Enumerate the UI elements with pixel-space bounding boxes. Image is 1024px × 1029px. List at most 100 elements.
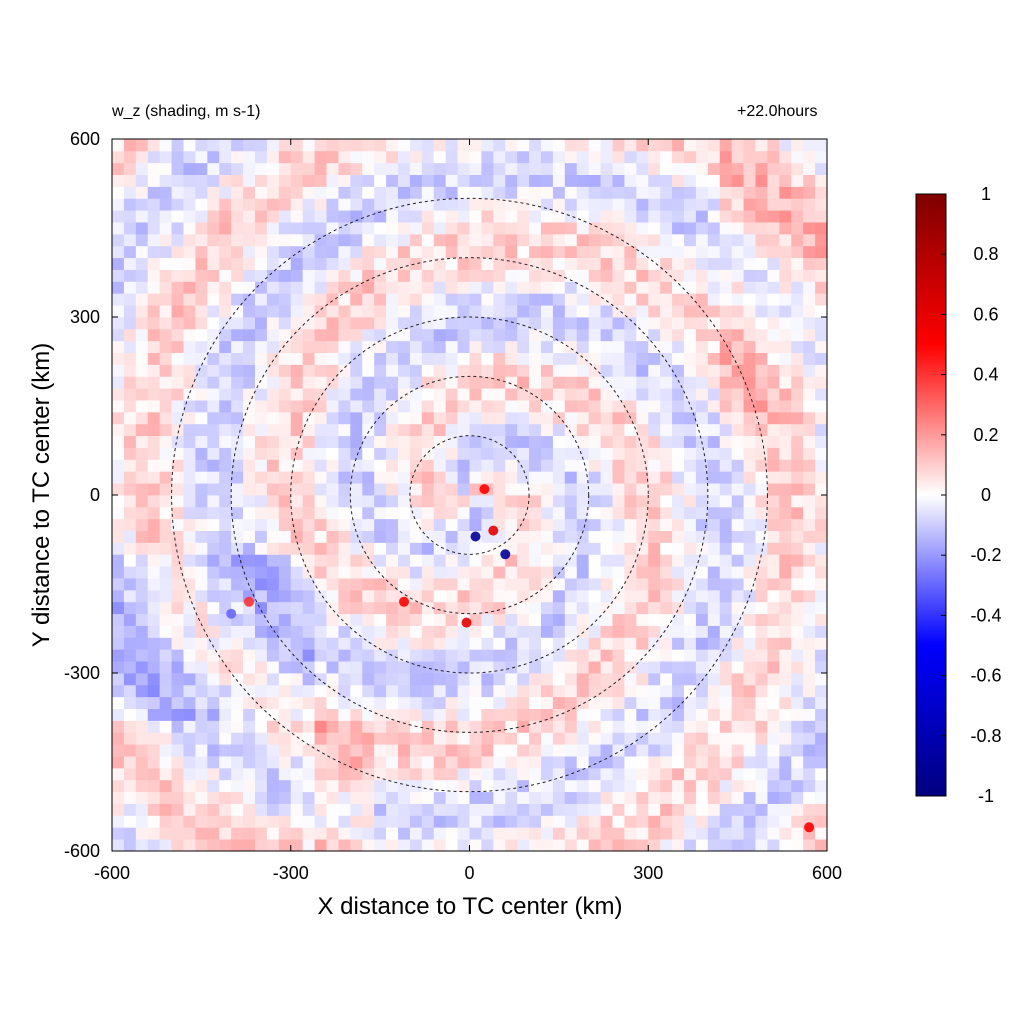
heatmap-cell [505, 352, 518, 365]
heatmap-cell [803, 613, 816, 626]
heatmap-cell [314, 613, 327, 626]
heatmap-cell [684, 459, 697, 472]
heatmap-cell [290, 744, 304, 757]
heatmap-cell [469, 471, 482, 484]
heatmap-cell [147, 411, 161, 425]
heatmap-cell [195, 601, 208, 615]
heatmap-cell [243, 305, 256, 318]
heatmap-cell [481, 554, 494, 567]
heatmap-cell [231, 518, 244, 531]
heatmap-cell [731, 506, 744, 520]
heatmap-cell [815, 293, 828, 306]
heatmap-cell [505, 696, 518, 709]
heatmap-cell [624, 839, 637, 852]
heatmap-cell [374, 186, 387, 199]
heatmap-cell [529, 222, 542, 235]
heatmap-cell [684, 566, 697, 579]
heatmap-cell [648, 518, 661, 531]
heatmap-cell [362, 471, 375, 484]
heatmap-cell [243, 162, 256, 175]
heatmap-cell [600, 364, 613, 377]
heatmap-cell [481, 245, 494, 259]
heatmap-cell [612, 174, 625, 187]
heatmap-cell [505, 732, 518, 745]
heatmap-cell [529, 839, 542, 852]
heatmap-cell [135, 435, 149, 448]
heatmap-cell [672, 162, 685, 175]
heatmap-cell [278, 637, 292, 650]
heatmap-cell [135, 186, 149, 199]
heatmap-cell [600, 530, 613, 543]
heatmap-cell [290, 732, 304, 745]
heatmap-cell [672, 649, 685, 662]
heatmap-cell [672, 222, 685, 235]
heatmap-cell [695, 174, 709, 187]
heatmap-cell [624, 447, 637, 460]
heatmap-cell [743, 162, 756, 175]
heatmap-cell [684, 317, 697, 330]
heatmap-cell [457, 376, 470, 389]
heatmap-cell [648, 791, 661, 804]
heatmap-cell [159, 506, 172, 520]
heatmap-cell [183, 720, 196, 733]
heatmap-cell [588, 293, 601, 306]
heatmap-cell [386, 506, 399, 520]
heatmap-cell [660, 708, 673, 721]
heatmap-cell [529, 542, 542, 555]
heatmap-cell [707, 566, 721, 579]
heatmap-cell [278, 257, 292, 270]
heatmap-cell [421, 435, 435, 448]
heatmap-cell [695, 708, 709, 721]
heatmap-cell [529, 174, 542, 187]
heatmap-cell [493, 174, 506, 187]
heatmap-cell [660, 827, 673, 840]
heatmap-cell [183, 233, 196, 247]
heatmap-cell [409, 661, 423, 674]
heatmap-cell [755, 744, 768, 757]
heatmap-cell [123, 174, 137, 187]
heatmap-cell [183, 186, 196, 199]
heatmap-cell [326, 305, 339, 318]
heatmap-cell [302, 293, 315, 306]
heatmap-cell [266, 815, 280, 828]
heatmap-cell [779, 744, 792, 757]
heatmap-cell [767, 162, 780, 175]
heatmap-cell [409, 198, 423, 211]
heatmap-cell [743, 613, 756, 626]
heatmap-cell [290, 791, 304, 804]
x-tick-label: 300 [633, 863, 663, 883]
heatmap-cell [433, 447, 447, 460]
heatmap-cell [552, 471, 566, 484]
heatmap-cell [707, 411, 721, 425]
heatmap-cell [386, 210, 399, 223]
heatmap-cell [552, 459, 566, 472]
heatmap-cell [481, 139, 494, 152]
heatmap-cell [564, 791, 578, 804]
heatmap-cell [731, 696, 744, 709]
heatmap-cell [636, 708, 649, 721]
heatmap-cell [815, 186, 828, 199]
heatmap-cell [695, 257, 709, 270]
heatmap-cell [433, 150, 447, 164]
heatmap-cell [409, 566, 423, 579]
heatmap-cell [457, 554, 470, 567]
heatmap-cell [362, 803, 375, 816]
heatmap-cell [326, 423, 339, 437]
heatmap-cell [362, 732, 375, 745]
heatmap-cell [207, 364, 220, 377]
heatmap-cell [588, 625, 601, 638]
heatmap-cell [409, 388, 423, 401]
heatmap-cell [517, 554, 530, 567]
heatmap-cell [660, 400, 673, 413]
heatmap-cell [695, 756, 709, 769]
heatmap-cell [588, 162, 601, 175]
heatmap-cell [660, 637, 673, 650]
heatmap-cell [493, 364, 506, 377]
heatmap-cell [123, 744, 137, 757]
heatmap-cell [529, 827, 542, 840]
heatmap-cell [719, 150, 733, 164]
heatmap-cell [672, 186, 685, 199]
heatmap-cell [541, 139, 554, 152]
heatmap-cell [695, 744, 709, 757]
heatmap-cell [564, 732, 578, 745]
